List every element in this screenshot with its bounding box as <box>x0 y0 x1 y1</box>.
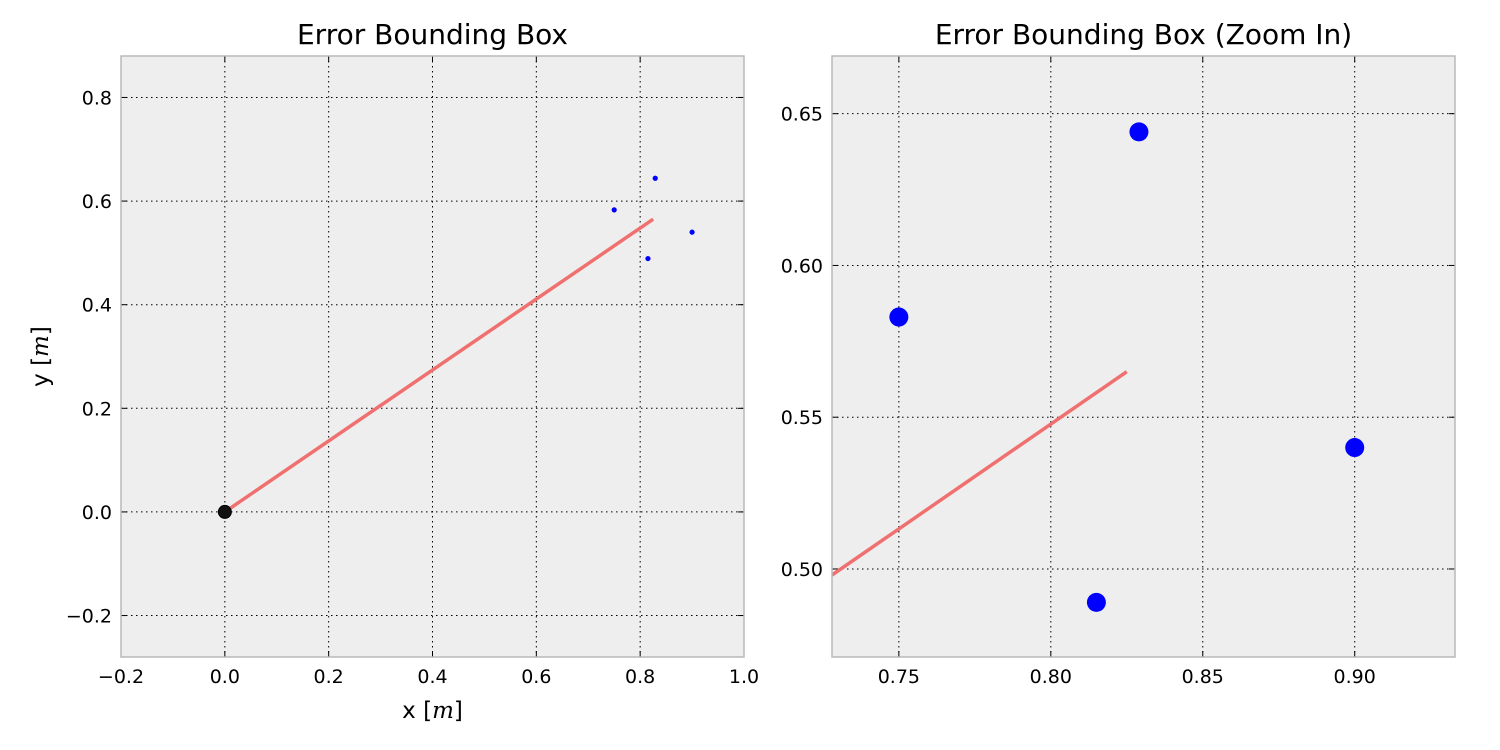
error-point <box>689 229 695 235</box>
x-tick-label: 0.2 <box>314 666 344 688</box>
y-tick-label: 0.50 <box>781 559 823 581</box>
chart-title: Error Bounding Box <box>297 18 568 51</box>
x-tick-label: 0.0 <box>210 666 240 688</box>
x-tick-label: 0.8 <box>625 666 655 688</box>
x-tick-label: 0.75 <box>878 666 920 688</box>
x-tick-label: 0.90 <box>1334 666 1376 688</box>
y-tick-label: 0.6 <box>82 191 112 213</box>
error-point <box>611 207 617 213</box>
x-tick-label: 1.0 <box>729 666 759 688</box>
trajectory-line <box>832 370 1128 577</box>
x-axis-unit: m <box>432 698 454 724</box>
chart-error-bounding-box-zoom: 0.75 0.80 0.85 0.90 0.50 0.55 0.60 0.65 Error Bo… <box>781 18 1456 688</box>
x-tick-label: 0.80 <box>1030 666 1072 688</box>
y-tick-label: 0.0 <box>82 502 112 524</box>
error-point <box>889 307 909 327</box>
error-point <box>1345 438 1365 458</box>
y-axis-label-name: y <box>28 373 54 387</box>
x-tick-label: 0.6 <box>521 666 551 688</box>
chart-title: Error Bounding Box (Zoom In) <box>935 18 1352 51</box>
plot-area <box>832 56 1455 657</box>
y-axis-label: y [m] <box>28 326 54 387</box>
y-tick-label: 0.8 <box>82 87 112 109</box>
x-tick-label: −0.2 <box>98 666 144 688</box>
x-tick-label: 0.4 <box>417 666 447 688</box>
error-point <box>645 255 651 262</box>
origin-point <box>217 504 232 519</box>
y-tick-label: −0.2 <box>66 606 112 628</box>
plot-frame <box>120 55 745 658</box>
x-axis-label: x [m] <box>402 698 463 724</box>
plot-frame <box>831 55 1456 658</box>
y-tick-label: 0.4 <box>82 295 112 317</box>
y-tick-label: 0.65 <box>781 104 823 126</box>
y-tick-label: 0.60 <box>781 255 823 277</box>
x-tick-label: 0.85 <box>1182 666 1224 688</box>
y-axis-unit: m <box>28 335 54 357</box>
error-point <box>1086 592 1106 612</box>
error-point <box>652 175 658 181</box>
y-tick-label: 0.55 <box>781 407 823 429</box>
y-tick-label: 0.2 <box>82 398 112 420</box>
x-axis-label-name: x <box>402 698 416 724</box>
trajectory-line <box>223 217 655 514</box>
chart-error-bounding-box: −0.2 0.0 0.2 0.4 0.6 0.8 1.0 −0.2 0.0 0.2 0.4 0.6 0.… <box>28 18 759 724</box>
error-point <box>1129 122 1149 142</box>
